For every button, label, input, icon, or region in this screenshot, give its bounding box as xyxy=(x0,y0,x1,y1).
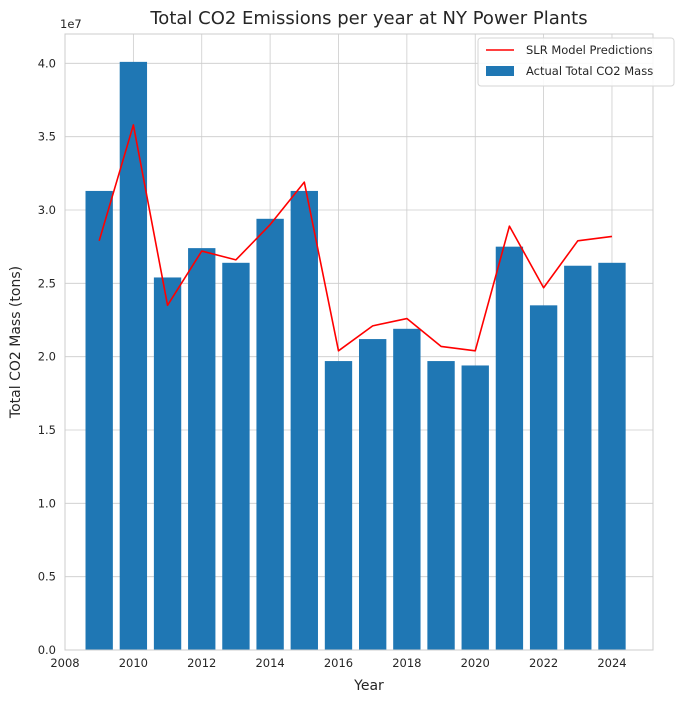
bar-2023 xyxy=(564,265,592,650)
legend-entry-actual-total-co2-mass: Actual Total CO2 Mass xyxy=(526,64,653,78)
y-tick-label: 3.5 xyxy=(38,130,56,144)
slr-prediction-line xyxy=(98,124,613,352)
bar-2009 xyxy=(85,190,113,650)
y-axis-ticks: 0.0 0.5 1.0 1.5 2.0 2.5 3.0 3.5 4.0 xyxy=(38,56,56,657)
y-tick-label: 2.5 xyxy=(38,276,56,290)
y-tick-label: 4.0 xyxy=(38,56,56,70)
y-axis-label: Total CO2 Mass (tons) xyxy=(8,266,24,419)
y-tick-label: 0.0 xyxy=(38,643,56,657)
x-tick-label: 2016 xyxy=(324,656,353,670)
bar-2018 xyxy=(393,328,421,650)
x-tick-label: 2022 xyxy=(529,656,558,670)
bar-2013 xyxy=(222,262,250,650)
x-axis-label: Year xyxy=(353,678,384,694)
legend: SLR Model Predictions Actual Total CO2 M… xyxy=(477,37,675,87)
bar-2015 xyxy=(290,190,318,650)
y-tick-label: 3.0 xyxy=(38,203,56,217)
plot-frame xyxy=(64,33,654,651)
legend-bar-swatch xyxy=(486,66,514,76)
bar-2019 xyxy=(427,361,455,650)
x-tick-label: 2018 xyxy=(392,656,421,670)
y-tick-label: 2.0 xyxy=(38,350,56,364)
bar-2012 xyxy=(188,248,216,650)
chart-title: Total CO2 Emissions per year at NY Power… xyxy=(149,8,587,29)
bar-2017 xyxy=(359,339,387,650)
bar-2024 xyxy=(598,262,626,650)
x-tick-label: 2008 xyxy=(50,656,79,670)
x-axis-ticks: 2008 2010 2012 2014 2016 2018 2020 2022 2024 xyxy=(50,656,626,670)
bar-2011 xyxy=(153,277,182,650)
y-tick-label: 1.0 xyxy=(38,496,56,510)
line-series xyxy=(98,124,613,352)
x-tick-label: 2012 xyxy=(187,656,216,670)
bar-2021 xyxy=(495,246,524,650)
bar-2016 xyxy=(324,361,353,650)
x-tick-label: 2014 xyxy=(255,656,284,670)
y-tick-label: 1.5 xyxy=(38,423,56,437)
y-axis-offset-label: 1e7 xyxy=(60,17,82,31)
legend-box xyxy=(477,37,675,87)
bar-2020 xyxy=(461,365,489,650)
y-tick-label: 0.5 xyxy=(38,570,56,584)
bar-2014 xyxy=(256,218,284,651)
bar-series xyxy=(85,61,626,651)
x-tick-label: 2024 xyxy=(597,656,626,670)
bar-2010 xyxy=(119,61,148,651)
plot-area xyxy=(64,33,654,651)
bar-2022 xyxy=(529,305,558,650)
legend-entry-slr-model-predictions: SLR Model Predictions xyxy=(526,43,653,57)
x-tick-label: 2020 xyxy=(461,656,490,670)
x-tick-label: 2010 xyxy=(119,656,148,670)
